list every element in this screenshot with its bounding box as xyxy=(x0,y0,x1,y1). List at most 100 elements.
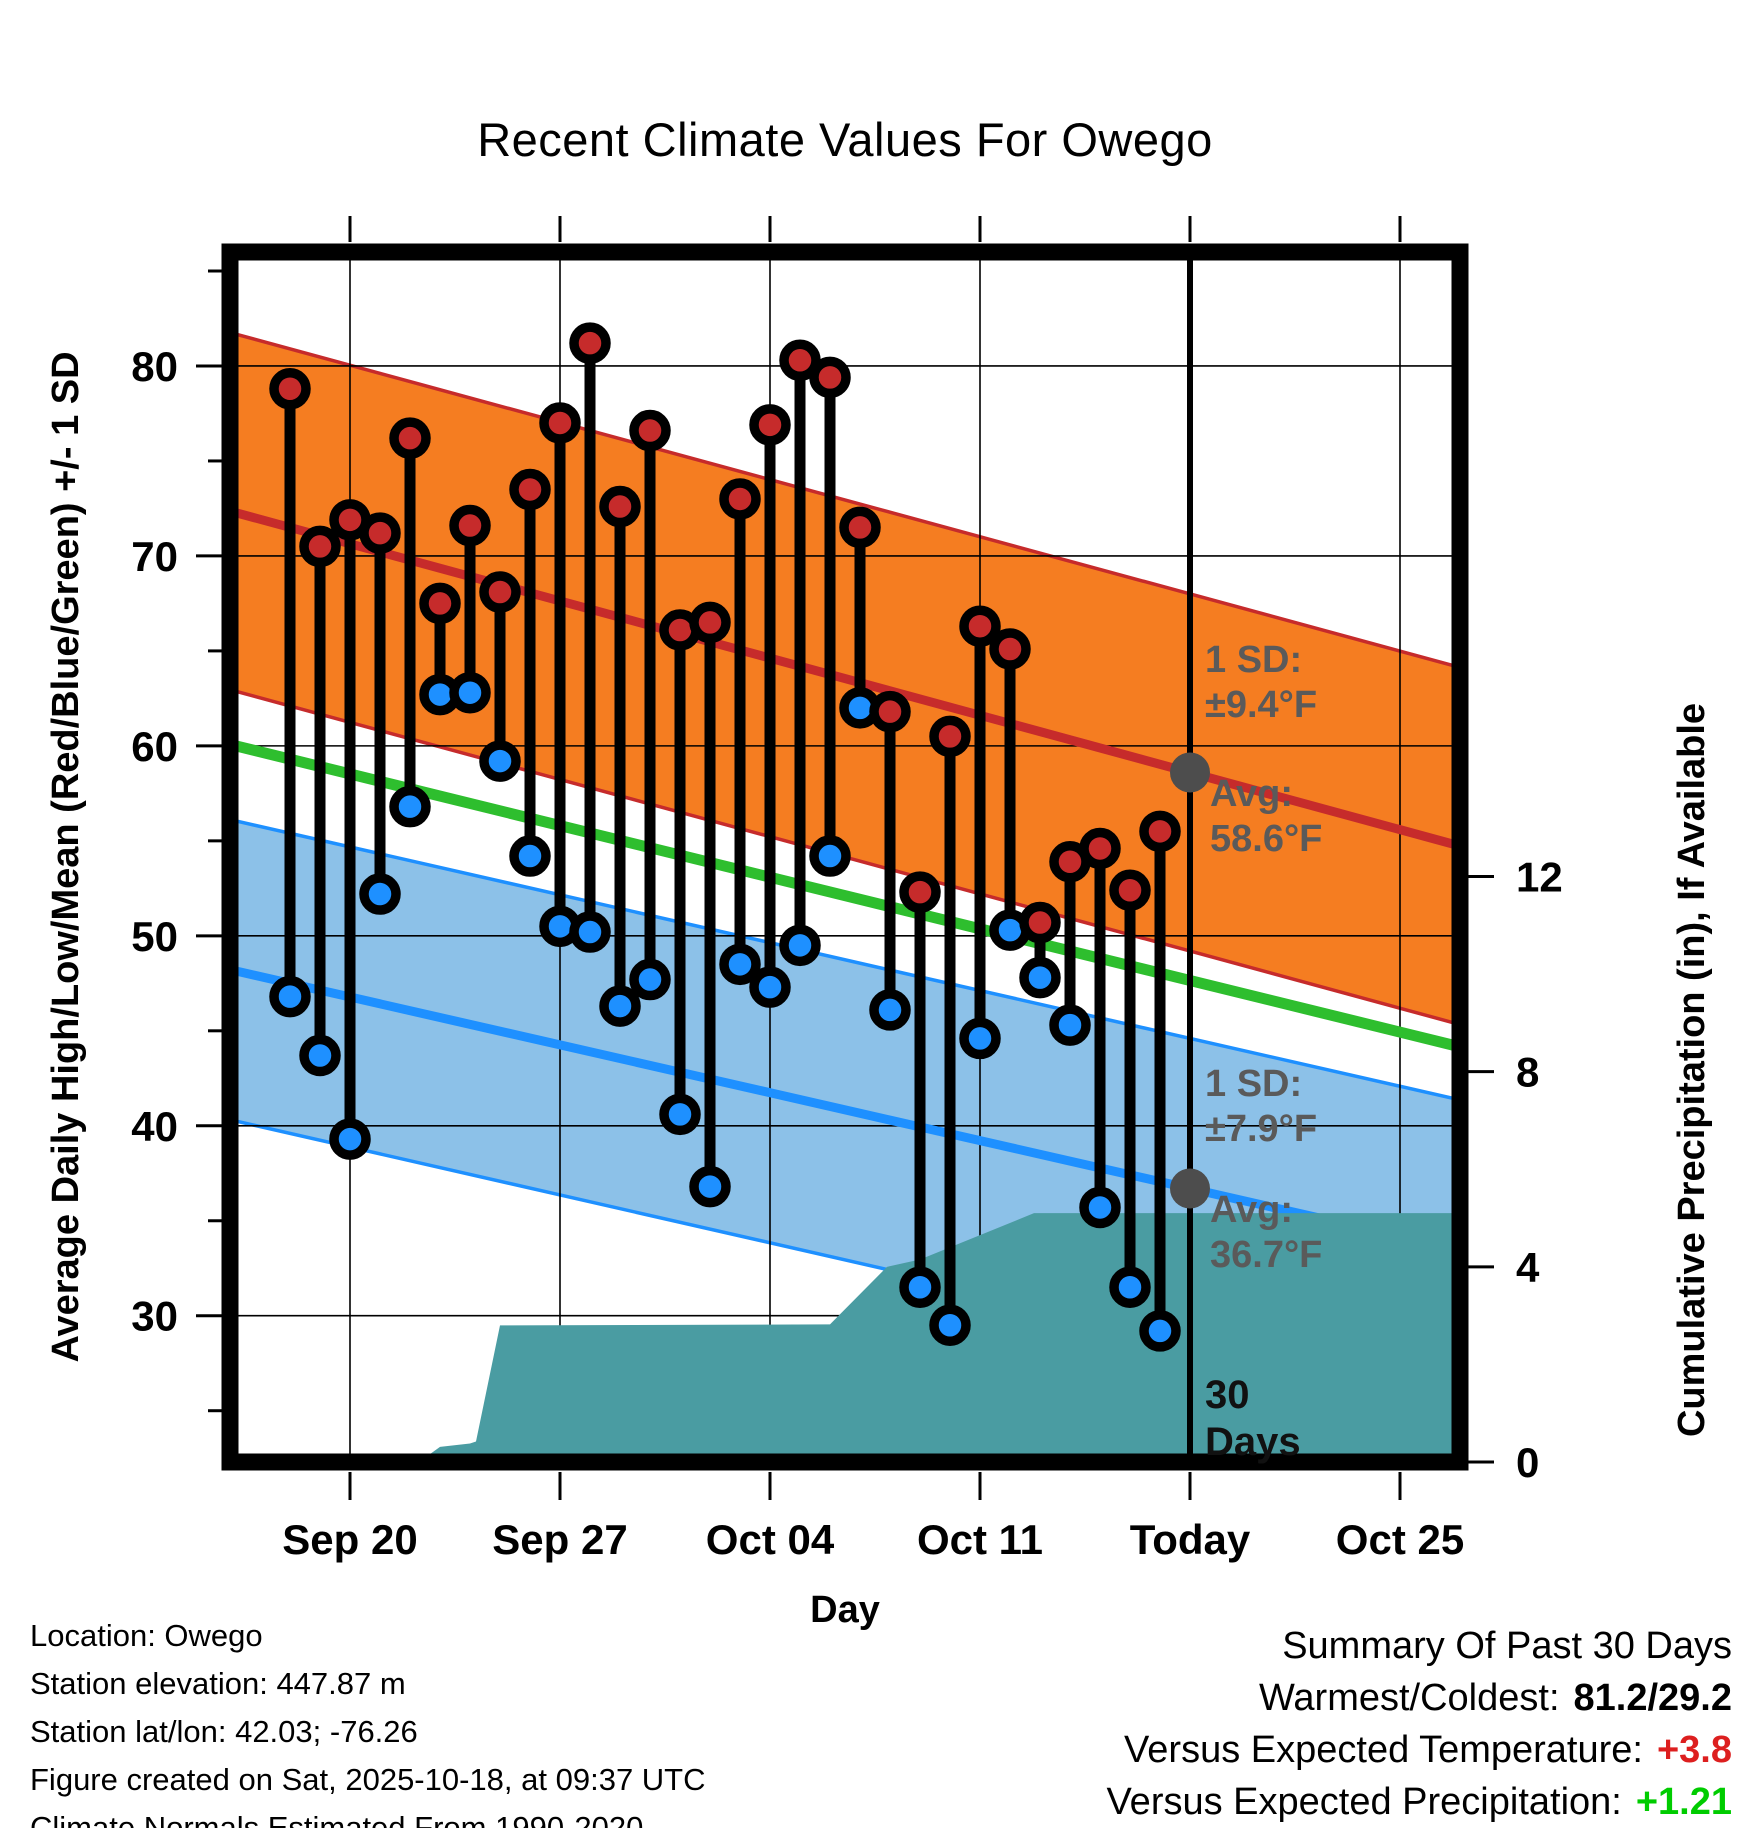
high-dot-Sep 24 xyxy=(449,504,491,547)
right-tick-label-8: 8 xyxy=(1516,1049,1539,1096)
x-tick-label-Sep-27: Sep 27 xyxy=(492,1516,627,1563)
warmest-coldest-value: 81.2/29.2 xyxy=(1573,1677,1732,1719)
high-dot-Sep 22 xyxy=(389,417,431,459)
high-dot-Oct 07 xyxy=(839,506,881,549)
y-tick-label-30: 30 xyxy=(131,1293,178,1340)
y-axis-title: Average Daily High/Low/Mean (Red/Blue/Gr… xyxy=(45,351,87,1362)
low-dot-Sep 28 xyxy=(569,911,611,953)
y-tick-label-40: 40 xyxy=(131,1103,178,1150)
high-dot-Sep 19 xyxy=(299,525,341,568)
low-dot-Oct 06 xyxy=(809,835,851,877)
high-dot-Oct 13 xyxy=(1019,901,1061,944)
high-dot-Sep 18 xyxy=(269,368,311,410)
low-normal-line xyxy=(228,965,1462,1255)
high-dot-Oct 17 xyxy=(1139,810,1181,853)
low-dot-Sep 24 xyxy=(449,671,491,714)
low-dot-Sep 26 xyxy=(509,835,551,877)
low-dot-Oct 15 xyxy=(1079,1186,1121,1229)
high-dot-Sep 29 xyxy=(599,485,641,528)
high-avg-annotation-label: Avg: xyxy=(1210,773,1293,815)
high-dot-Oct 08 xyxy=(869,690,911,733)
y-tick-label-50: 50 xyxy=(131,913,178,960)
y-tick-label-60: 60 xyxy=(131,723,178,770)
low-dot-Oct 17 xyxy=(1139,1310,1181,1352)
low-dot-Oct 05 xyxy=(779,924,821,967)
x-tick-label-Today: Today xyxy=(1130,1516,1251,1563)
low-dot-Oct 08 xyxy=(869,989,911,1031)
high-dot-Sep 30 xyxy=(629,409,671,452)
right-axis-title: Cumulative Precipitation (in), If Availa… xyxy=(1671,703,1713,1437)
station-location: Location: Owego xyxy=(30,1618,263,1653)
summary-title: Summary Of Past 30 Days xyxy=(1282,1625,1732,1667)
high-dot-Sep 26 xyxy=(509,468,551,511)
high-dot-Sep 27 xyxy=(539,402,581,444)
low-dot-Oct 10 xyxy=(929,1304,971,1346)
low-dot-Oct 16 xyxy=(1109,1266,1151,1308)
summary-row-warmest-coldest: Warmest/Coldest: 81.2/29.2 xyxy=(1258,1677,1732,1719)
avg-low-marker xyxy=(1170,1168,1210,1209)
high-sd-annotation-label: 1 SD: xyxy=(1205,639,1302,681)
y-tick-label-70: 70 xyxy=(131,533,178,580)
low-dot-Oct 02 xyxy=(689,1165,731,1208)
high-dot-Oct 04 xyxy=(749,404,791,446)
right-tick-label-12: 12 xyxy=(1516,854,1563,901)
x-tick-label-Oct-25: Oct 25 xyxy=(1336,1516,1464,1563)
right-tick-label-4: 4 xyxy=(1516,1244,1540,1291)
right-tick-label-0: 0 xyxy=(1516,1439,1539,1486)
low-dot-Sep 29 xyxy=(599,985,641,1027)
axis-tick-labels: 30 40 50 60 70 80 0 4 8 12 Sep 20 Sep 27 Oct 04 Oct 1… xyxy=(131,343,1562,1563)
high-sd-edge xyxy=(229,330,1461,670)
high-dot-Oct 16 xyxy=(1109,869,1151,911)
low-dot-Sep 22 xyxy=(389,785,431,828)
low-dot-Sep 30 xyxy=(629,958,671,1001)
avg-high-marker xyxy=(1170,752,1210,793)
summary-row-vs-temperature: Versus Expected Temperature: +3.8 xyxy=(1124,1729,1732,1771)
low-sd-edge xyxy=(229,817,1461,1102)
high-dot-Sep 23 xyxy=(419,582,461,625)
low-dot-Sep 25 xyxy=(479,740,521,782)
cumulative-precip-area xyxy=(230,1213,1460,1462)
high-dot-Oct 06 xyxy=(809,356,851,399)
station-latlon: Station lat/lon: 42.03; -76.26 xyxy=(30,1714,418,1749)
mean-normal-line xyxy=(228,739,1462,1053)
precip-polygon xyxy=(230,1213,1460,1462)
low-dot-Oct 09 xyxy=(899,1266,941,1308)
summary-row-vs-precipitation: Versus Expected Precipitation: +1.21 xyxy=(1106,1781,1732,1823)
low-dot-Oct 04 xyxy=(749,966,791,1008)
low-dot-Sep 21 xyxy=(359,873,401,915)
today-avg-markers xyxy=(1170,752,1210,1209)
x-tick-label-Sep-20: Sep 20 xyxy=(282,1516,417,1563)
low-dot-Oct 14 xyxy=(1049,1004,1091,1046)
high-dot-Oct 15 xyxy=(1079,827,1121,870)
plot-border xyxy=(221,243,1469,1471)
low-dot-Sep 18 xyxy=(269,975,311,1018)
daily-high-low-stems xyxy=(269,322,1181,1352)
window-label-line2: Days xyxy=(1205,1420,1301,1464)
station-elevation: Station elevation: 447.87 m xyxy=(30,1666,406,1701)
high-sd-annotation-value: ±9.4°F xyxy=(1205,684,1317,726)
plot-frame xyxy=(221,243,1469,1471)
x-tick-label-Oct-04: Oct 04 xyxy=(706,1516,835,1563)
low-dot-Oct 11 xyxy=(959,1017,1001,1060)
high-dot-Oct 03 xyxy=(719,478,761,520)
page-title: Recent Climate Values For Owego xyxy=(477,113,1213,166)
high-dot-Sep 28 xyxy=(569,322,611,364)
high-dot-Oct 05 xyxy=(779,339,821,382)
x-axis-title: Day xyxy=(810,1589,880,1631)
low-sd-annotation-value: ±7.9°F xyxy=(1205,1108,1317,1150)
high-avg-annotation-value: 58.6°F xyxy=(1210,818,1322,860)
climate-normals-note: Climate Normals Estimated From 1990-2020 xyxy=(30,1810,644,1828)
window-label-line1: 30 xyxy=(1205,1373,1250,1417)
low-dot-Sep 19 xyxy=(299,1034,341,1077)
axis-ticks xyxy=(196,216,1494,1500)
high-dot-Sep 21 xyxy=(359,512,401,554)
high-dot-Oct 09 xyxy=(899,871,941,913)
high-dot-Oct 02 xyxy=(689,601,731,644)
y-tick-label-80: 80 xyxy=(131,343,178,390)
x-tick-label-Oct-11: Oct 11 xyxy=(917,1516,1043,1563)
low-sd-annotation-label: 1 SD: xyxy=(1205,1063,1302,1105)
vs-precipitation-value: +1.21 xyxy=(1635,1781,1732,1823)
normal-lines xyxy=(228,506,1462,1255)
